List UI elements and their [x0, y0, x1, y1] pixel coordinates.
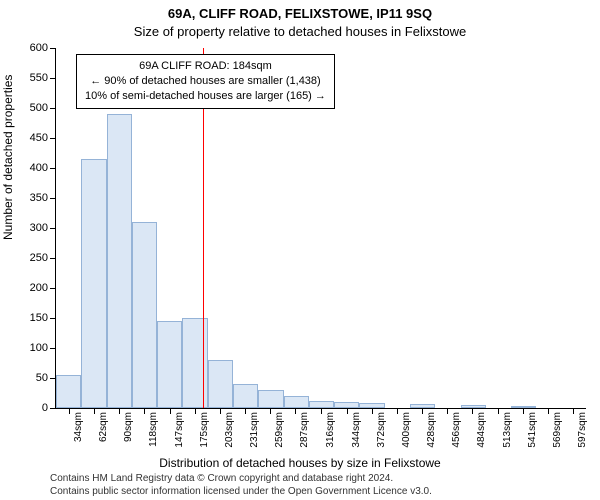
histogram-bar — [284, 396, 309, 408]
y-tick-label: 200 — [30, 282, 48, 294]
y-tick-label: 500 — [30, 102, 48, 114]
histogram-bar — [157, 321, 182, 408]
y-tick — [50, 168, 56, 169]
x-tick — [498, 408, 499, 414]
x-tick-label: 400sqm — [401, 412, 412, 448]
y-tick-label: 300 — [30, 222, 48, 234]
y-tick-label: 600 — [30, 42, 48, 54]
x-tick-label: 175sqm — [199, 412, 210, 448]
x-tick-label: 62sqm — [98, 412, 109, 442]
x-tick-label: 203sqm — [224, 412, 235, 448]
x-tick-label: 456sqm — [451, 412, 462, 448]
x-axis-label: Distribution of detached houses by size … — [0, 456, 600, 470]
x-tick-label: 34sqm — [73, 412, 84, 442]
y-tick — [50, 78, 56, 79]
x-tick — [94, 408, 95, 414]
x-tick — [573, 408, 574, 414]
x-tick — [195, 408, 196, 414]
chart-title-description: Size of property relative to detached ho… — [0, 24, 600, 39]
y-tick-label: 50 — [36, 372, 48, 384]
y-tick — [50, 198, 56, 199]
y-tick — [50, 48, 56, 49]
histogram-bar — [461, 405, 486, 408]
x-tick — [220, 408, 221, 414]
chart-title-address: 69A, CLIFF ROAD, FELIXSTOWE, IP11 9SQ — [0, 6, 600, 21]
footnote-line2: Contains public sector information licen… — [50, 486, 590, 499]
x-tick-label: 316sqm — [325, 412, 336, 448]
y-tick-label: 100 — [30, 342, 48, 354]
y-tick — [50, 108, 56, 109]
y-tick-label: 150 — [30, 312, 48, 324]
y-tick-label: 0 — [42, 402, 48, 414]
y-tick-label: 450 — [30, 132, 48, 144]
x-tick — [447, 408, 448, 414]
x-tick-label: 428sqm — [426, 412, 437, 448]
x-tick — [548, 408, 549, 414]
x-tick-label: 513sqm — [502, 412, 513, 448]
x-tick — [245, 408, 246, 414]
histogram-bar — [208, 360, 233, 408]
x-tick-label: 541sqm — [527, 412, 538, 448]
x-tick — [119, 408, 120, 414]
annotation-line2: ← 90% of detached houses are smaller (1,… — [85, 74, 326, 89]
y-tick-label: 350 — [30, 192, 48, 204]
x-tick-label: 147sqm — [174, 412, 185, 448]
footnote-line1: Contains HM Land Registry data © Crown c… — [50, 473, 590, 486]
histogram-bar — [132, 222, 157, 408]
y-tick-label: 550 — [30, 72, 48, 84]
y-tick-label: 400 — [30, 162, 48, 174]
histogram-bar — [56, 375, 81, 408]
x-tick — [372, 408, 373, 414]
y-tick — [50, 288, 56, 289]
histogram-bar — [81, 159, 106, 408]
x-tick — [422, 408, 423, 414]
x-tick-label: 597sqm — [577, 412, 588, 448]
x-tick-label: 569sqm — [552, 412, 563, 448]
x-tick — [270, 408, 271, 414]
y-tick-label: 250 — [30, 252, 48, 264]
annotation-line3: 10% of semi-detached houses are larger (… — [85, 89, 326, 104]
histogram-bar — [258, 390, 283, 408]
plot-area: 05010015020025030035040045050055060034sq… — [55, 48, 586, 409]
x-tick-label: 231sqm — [249, 412, 260, 448]
y-tick — [50, 408, 56, 409]
y-tick — [50, 318, 56, 319]
annotation-line1: 69A CLIFF ROAD: 184sqm — [85, 59, 326, 74]
y-tick — [50, 258, 56, 259]
y-tick — [50, 228, 56, 229]
x-tick-label: 118sqm — [148, 412, 159, 447]
x-tick-label: 259sqm — [274, 412, 285, 448]
x-tick-label: 372sqm — [376, 412, 387, 448]
x-tick-label: 484sqm — [476, 412, 487, 448]
histogram-bar — [233, 384, 258, 408]
x-tick — [347, 408, 348, 414]
x-tick — [144, 408, 145, 414]
x-tick — [321, 408, 322, 414]
x-tick-label: 287sqm — [299, 412, 310, 448]
x-tick — [523, 408, 524, 414]
y-tick — [50, 138, 56, 139]
histogram-bar — [107, 114, 132, 408]
y-tick — [50, 348, 56, 349]
annotation-box: 69A CLIFF ROAD: 184sqm ← 90% of detached… — [76, 54, 335, 109]
histogram-bar — [309, 401, 334, 408]
x-tick — [170, 408, 171, 414]
x-tick — [397, 408, 398, 414]
y-axis-label: Number of detached properties — [1, 75, 15, 240]
x-tick — [472, 408, 473, 414]
x-tick-label: 344sqm — [351, 412, 362, 448]
x-tick — [69, 408, 70, 414]
footnote: Contains HM Land Registry data © Crown c… — [50, 473, 590, 498]
x-tick-label: 90sqm — [123, 412, 134, 442]
x-tick — [295, 408, 296, 414]
